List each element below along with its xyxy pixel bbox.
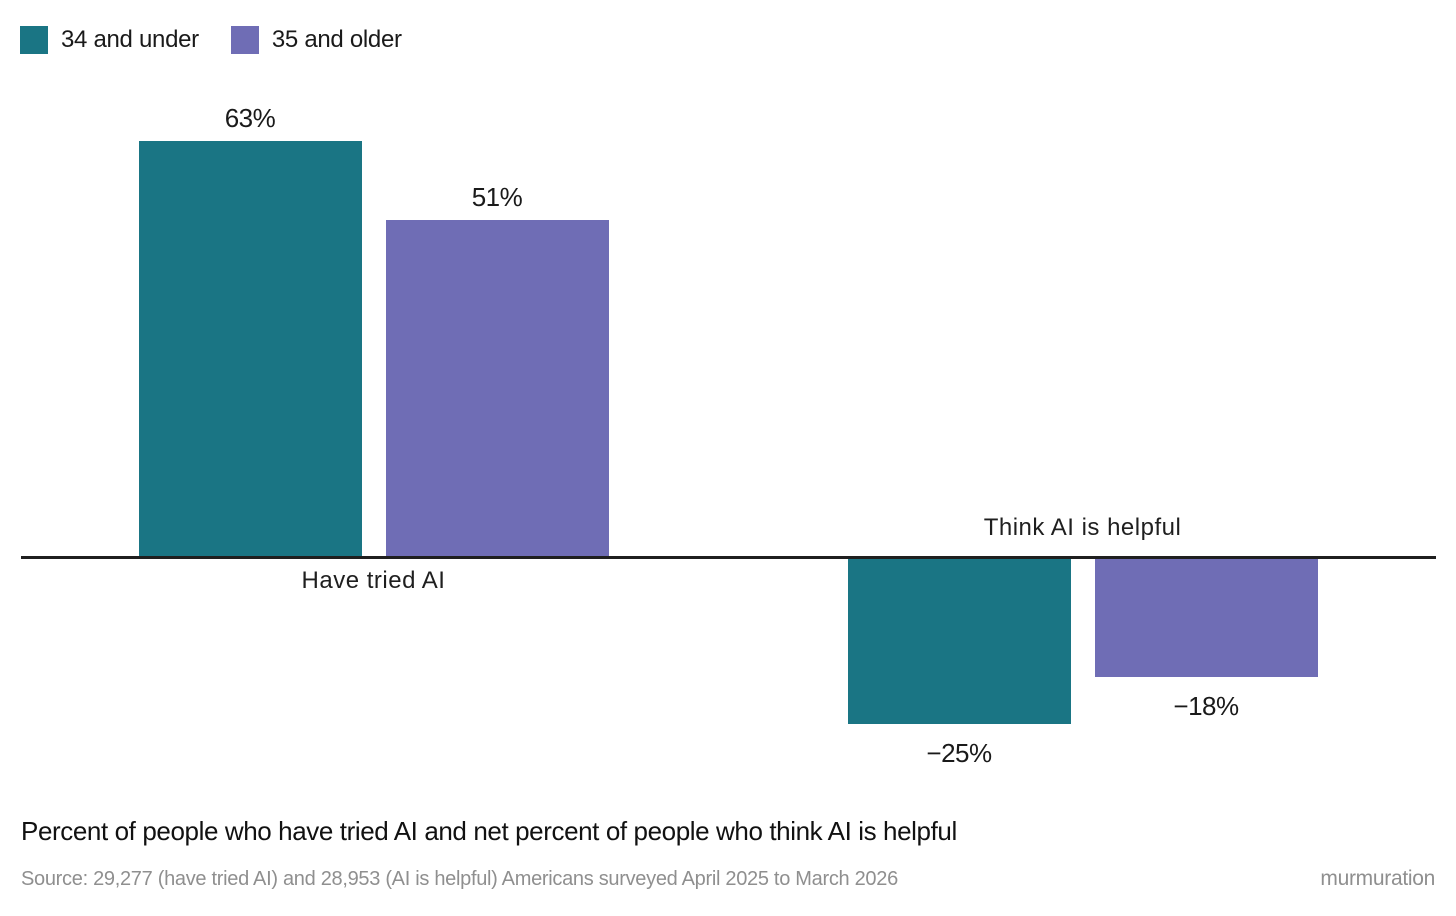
legend-item-35-and-older: 35 and older — [230, 26, 402, 54]
bar-have-tried-ai-series-1 — [385, 220, 609, 556]
category-label-have-tried-ai: Have tried AI — [301, 567, 446, 594]
legend-item-34-and-under: 34 and under — [20, 26, 199, 54]
bar-think-ai-is-helpful-series-1 — [1094, 559, 1318, 678]
x-axis-baseline — [21, 556, 1436, 559]
value-label-think-ai-is-helpful-series-0: −25% — [926, 737, 992, 768]
bar-have-tried-ai-series-0 — [138, 141, 362, 556]
category-label-think-ai-is-helpful: Think AI is helpful — [983, 514, 1182, 541]
legend-label-35-and-older: 35 and older — [271, 26, 402, 53]
legend: 34 and under 35 and older — [20, 26, 402, 54]
value-label-have-tried-ai-series-0: 63% — [224, 103, 276, 134]
value-label-think-ai-is-helpful-series-1: −18% — [1173, 691, 1239, 722]
legend-swatch-35-and-older — [230, 26, 259, 54]
source-note: Source: 29,277 (have tried AI) and 28,95… — [21, 868, 898, 890]
chart-title: Percent of people who have tried AI and … — [21, 816, 957, 846]
bar-think-ai-is-helpful-series-0 — [847, 559, 1071, 724]
legend-label-34-and-under: 34 and under — [61, 26, 199, 53]
brand-mark: murmuration — [1320, 867, 1435, 890]
footer: Source: 29,277 (have tried AI) and 28,95… — [21, 867, 1435, 891]
value-label-have-tried-ai-series-1: 51% — [471, 182, 523, 213]
legend-swatch-34-and-under — [20, 26, 48, 54]
